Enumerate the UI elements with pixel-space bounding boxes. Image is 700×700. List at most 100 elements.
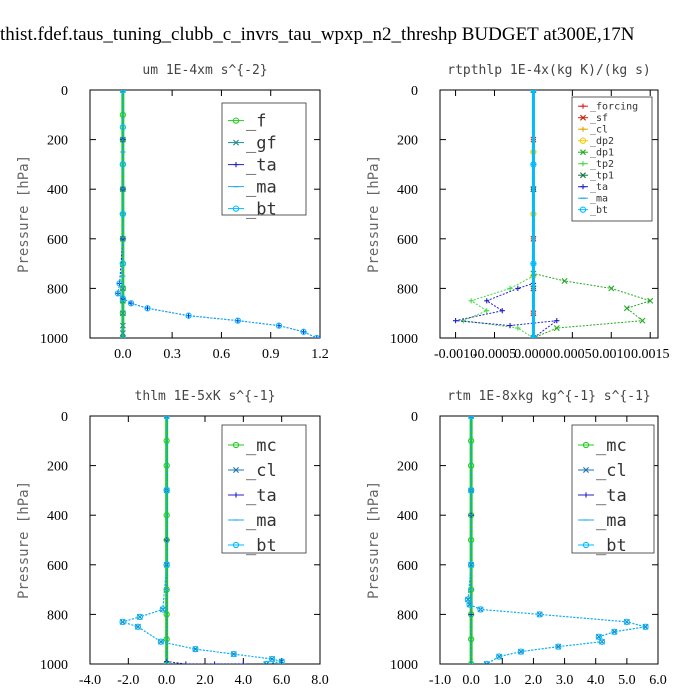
x-tick-label: 6.0 bbox=[649, 673, 667, 688]
panel-title: rtm 1E-8xkg kg^{-1} s^{-1} bbox=[447, 389, 651, 404]
y-tick-label: 200 bbox=[47, 134, 68, 149]
x-tick-label: -4.0 bbox=[79, 673, 101, 688]
legend-marker bbox=[579, 137, 587, 144]
legend-marker bbox=[580, 126, 586, 132]
data-point_ta bbox=[484, 298, 490, 304]
data-point_bt bbox=[530, 260, 537, 267]
x-tick-label: 2.0 bbox=[196, 673, 214, 688]
legend-entry: _ma bbox=[246, 511, 277, 531]
series-line_bt bbox=[467, 416, 646, 664]
legend-box bbox=[221, 102, 307, 216]
legend-marker bbox=[582, 541, 590, 549]
data-point_bt bbox=[163, 561, 170, 568]
y-axis-label: Pressure [hPa] bbox=[366, 481, 382, 599]
data-point_ta bbox=[554, 318, 560, 324]
legend-marker bbox=[233, 162, 239, 168]
y-tick-label: 400 bbox=[47, 183, 68, 198]
y-tick-label: 800 bbox=[47, 608, 68, 623]
data-point_bt bbox=[467, 416, 475, 420]
data-point_bt bbox=[313, 334, 320, 338]
y-tick-label: 1000 bbox=[40, 332, 68, 347]
x-tick-label: 4.0 bbox=[587, 673, 605, 688]
y-axis-label: Pressure [hPa] bbox=[16, 481, 32, 599]
data-point_bt bbox=[136, 613, 143, 621]
y-tick-label: 0 bbox=[61, 84, 68, 99]
data-point_bt bbox=[275, 322, 283, 329]
data-point_bt bbox=[530, 161, 537, 168]
panel-2: rtpthlp 1E-4x(kg K)/(kg s) Pressure [hPa]… bbox=[366, 63, 669, 362]
data-point_bt bbox=[119, 295, 127, 302]
data-point_bt bbox=[159, 606, 166, 613]
data-point_ta bbox=[515, 285, 521, 291]
data-point_tp2 bbox=[515, 325, 521, 331]
data-point_bt bbox=[119, 90, 127, 94]
series-group bbox=[119, 416, 285, 664]
legend-marker bbox=[580, 172, 586, 179]
data-point_ta bbox=[452, 318, 459, 324]
plot-frame bbox=[439, 415, 659, 665]
data-point_bt bbox=[114, 290, 122, 297]
data-point_dp1 bbox=[639, 317, 646, 324]
data-point_bt bbox=[300, 328, 307, 335]
legend-entry: _tp1 bbox=[590, 171, 614, 182]
x-tick-label: 0.0 bbox=[158, 673, 176, 688]
y-tick-label: 600 bbox=[397, 559, 418, 574]
legend-entry: _ma bbox=[590, 194, 608, 205]
x-tick-label: 8.0 bbox=[311, 673, 329, 688]
data-point_bt bbox=[642, 623, 649, 630]
data-point_bt bbox=[134, 623, 142, 630]
y-tick-label: 600 bbox=[397, 233, 418, 248]
series-line_tp2 bbox=[461, 90, 534, 338]
legend-entry: _forcing bbox=[590, 102, 638, 113]
legend-marker bbox=[232, 541, 240, 549]
data-point_dp1 bbox=[623, 305, 630, 312]
data-point_ta bbox=[314, 335, 320, 338]
legend-entry: _gf bbox=[246, 134, 277, 154]
series-line_ta bbox=[455, 90, 559, 338]
legend-entry: _bt bbox=[246, 200, 277, 220]
legend-entry: _bt bbox=[596, 536, 627, 556]
data-point_bt bbox=[623, 618, 631, 625]
legend-entry: _mc bbox=[246, 436, 277, 456]
data-point_ta bbox=[240, 661, 246, 664]
y-tick-label: 200 bbox=[397, 134, 418, 149]
legend: _f_gf_ta_ma_bt bbox=[221, 102, 307, 220]
legend-marker bbox=[580, 184, 586, 190]
x-tick-label: -0.0005 bbox=[473, 347, 516, 362]
legend-entry: _ta bbox=[246, 156, 277, 176]
data-point_gf bbox=[119, 285, 126, 292]
data-point_ta bbox=[211, 661, 218, 664]
legend-entry: _cl bbox=[596, 461, 627, 481]
legend-entry: _ma bbox=[596, 511, 627, 531]
y-tick-label: 1000 bbox=[390, 332, 418, 347]
legend-marker bbox=[582, 441, 590, 449]
legend-marker bbox=[580, 114, 586, 121]
panel-3: thlm 1E-5xK s^{-1} Pressure [hPa] -4.0 -2.0… bbox=[16, 389, 329, 688]
legend: _mc _cl _ta _ma _bt bbox=[221, 424, 307, 556]
legend-marker bbox=[232, 117, 240, 124]
legend-entry: _ta bbox=[596, 486, 627, 506]
y-tick-label: 400 bbox=[397, 509, 418, 524]
data-point_bt bbox=[230, 650, 237, 658]
x-tick-label: 0.0005 bbox=[553, 347, 592, 362]
data-point_bt bbox=[477, 606, 484, 613]
series-line_bt bbox=[117, 90, 317, 338]
x-tick-label: 0.9 bbox=[262, 347, 280, 362]
legend-entry: _bt bbox=[246, 536, 277, 556]
legend-box bbox=[571, 424, 655, 554]
x-tick-label: -1.0 bbox=[429, 673, 451, 688]
x-tick-label: 0.6 bbox=[213, 347, 231, 362]
y-axis-label: Pressure [hPa] bbox=[366, 155, 382, 273]
legend-marker bbox=[583, 467, 589, 473]
legend-entry: _cl bbox=[590, 125, 608, 136]
panel-title: um 1E-4xm s^{-2} bbox=[142, 63, 267, 78]
y-tick-label: 1000 bbox=[390, 658, 418, 673]
legend-marker bbox=[233, 467, 239, 473]
data-point_bt bbox=[119, 260, 127, 267]
legend-entry: _dp1 bbox=[590, 148, 614, 159]
legend-entry: _dp2 bbox=[590, 136, 614, 147]
series-group bbox=[464, 416, 649, 664]
data-point_ta bbox=[499, 308, 505, 314]
data-point_bt bbox=[163, 416, 170, 420]
legend-marker bbox=[232, 441, 240, 449]
